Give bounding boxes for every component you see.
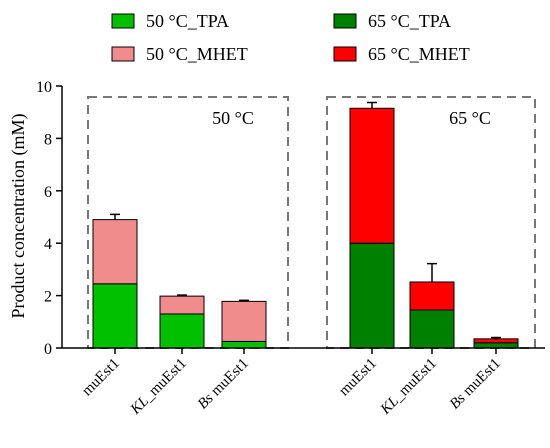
legend-label: 65 °C_TPA — [368, 11, 451, 31]
y-tick-label: 8 — [44, 131, 52, 148]
y-tick-label: 6 — [44, 184, 52, 201]
bar-tpa — [409, 309, 455, 349]
legend: 50 °C_TPA 50 °C_MHET 65 °C_TPA 65 °C_MHET — [111, 11, 470, 64]
legend-label: 50 °C_TPA — [146, 11, 229, 31]
bar-mhet — [92, 219, 138, 285]
bar-mhet — [221, 300, 267, 342]
category-label: KL_muEst1 — [127, 356, 190, 419]
category-label: KL_muEst1 — [377, 356, 440, 419]
group-label: 50 °C — [212, 108, 254, 128]
y-axis-title: Product concentration (mM) — [8, 114, 29, 319]
group-label: 65 °C — [449, 108, 491, 128]
y-tick-label: 0 — [44, 341, 52, 358]
category-label: muEst1 — [336, 356, 380, 400]
legend-swatch — [111, 46, 135, 62]
y-tick-label: 4 — [44, 236, 52, 253]
y-tick-label: 2 — [44, 289, 52, 306]
legend-swatch — [333, 46, 357, 62]
y-tick-label: 10 — [36, 79, 52, 96]
legend-swatch — [111, 13, 135, 29]
legend-label: 50 °C_MHET — [146, 44, 248, 64]
bar-tpa — [349, 242, 395, 349]
bar-tpa — [473, 342, 519, 349]
legend-label: 65 °C_MHET — [368, 44, 470, 64]
bar-mhet — [159, 295, 205, 315]
category-label: muEst1 — [79, 356, 123, 400]
legend-swatch — [333, 13, 357, 29]
bar-mhet — [473, 338, 519, 344]
bar-mhet — [349, 107, 395, 244]
bar-mhet — [409, 281, 455, 311]
category-label: Bs muEst1 — [195, 356, 252, 413]
category-label: Bs muEst1 — [447, 356, 504, 413]
bar-tpa — [159, 313, 205, 349]
bar-tpa — [221, 340, 267, 349]
bar-tpa — [92, 283, 138, 349]
